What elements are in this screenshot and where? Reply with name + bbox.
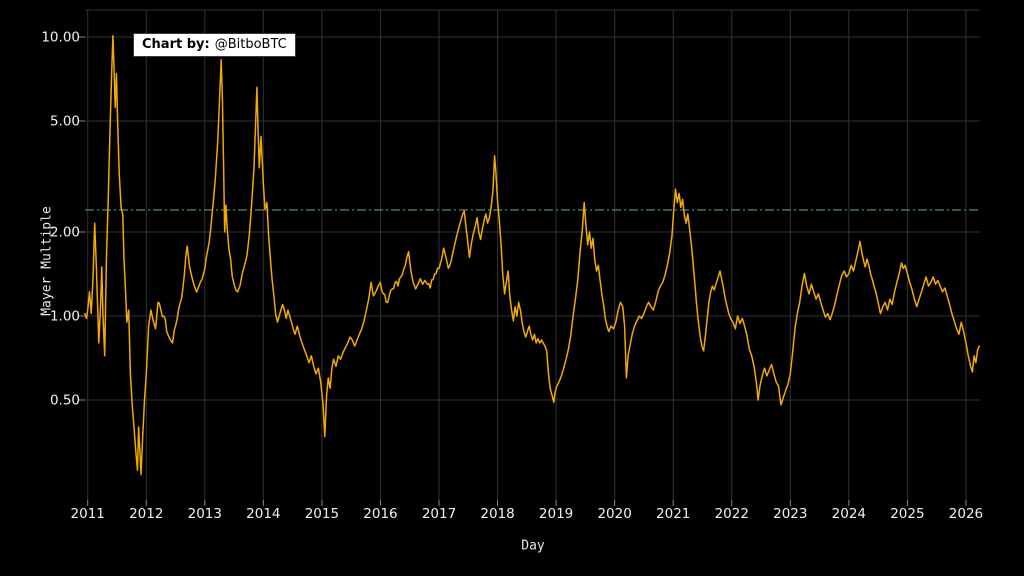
y-tick-label: 10.00	[41, 30, 80, 46]
y-tick-label: 2.00	[50, 225, 80, 241]
x-tick-label: 2025	[890, 506, 924, 522]
x-tick-label: 2011	[71, 506, 105, 522]
x-axis-title: Day	[521, 538, 545, 554]
x-tick-label: 2020	[597, 506, 631, 522]
x-tick-label: 2015	[305, 506, 339, 522]
x-tick-label: 2016	[363, 506, 397, 522]
x-tick-label: 2022	[715, 506, 749, 522]
x-tick-label: 2023	[773, 506, 807, 522]
x-tick-label: 2019	[539, 506, 573, 522]
chart-credit-badge: Chart by: @BitboBTC	[133, 33, 296, 57]
chart-credit-handle: @BitboBTC	[214, 37, 287, 52]
y-tick-label: 5.00	[50, 113, 80, 129]
y-tick-label: 1.00	[50, 309, 80, 325]
x-tick-label: 2017	[422, 506, 456, 522]
x-tick-label: 2013	[188, 506, 222, 522]
mayer-multiple-series	[84, 35, 981, 476]
x-tick-label: 2026	[949, 506, 983, 522]
x-tick-label: 2012	[129, 506, 163, 522]
y-axis-title: Mayer Multiple	[39, 206, 55, 316]
x-tick-label: 2021	[656, 506, 690, 522]
x-tick-label: 2024	[832, 506, 866, 522]
chart-credit-prefix: Chart by:	[142, 37, 210, 52]
x-tick-label: 2018	[480, 506, 514, 522]
y-tick-label: 0.50	[50, 392, 80, 408]
x-tick-label: 2014	[246, 506, 280, 522]
